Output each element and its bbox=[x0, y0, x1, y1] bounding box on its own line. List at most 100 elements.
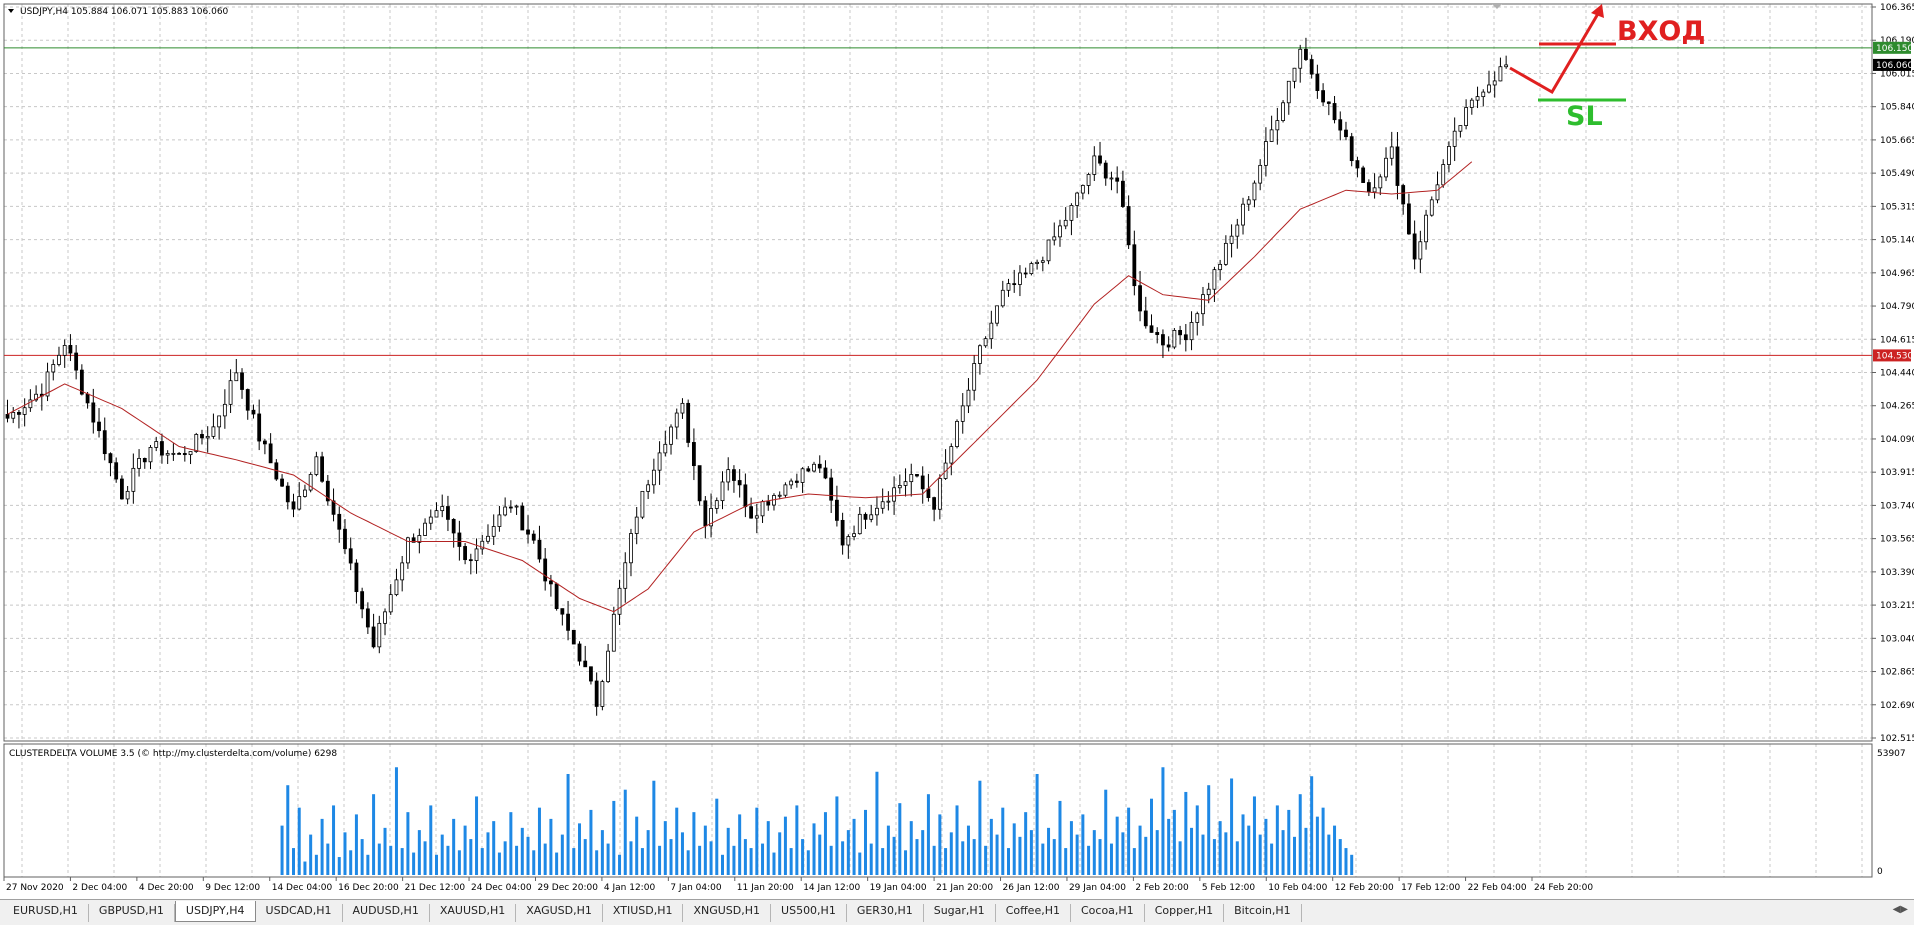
x-tick-label: 24 Dec 04:00 bbox=[471, 883, 532, 893]
candle-body bbox=[68, 344, 73, 354]
candle-body bbox=[5, 414, 10, 419]
candle-body bbox=[537, 539, 542, 560]
candle-body bbox=[1012, 283, 1017, 286]
symbol-tab[interactable]: AUDUSD,H1 bbox=[343, 903, 430, 922]
volume-bar bbox=[583, 839, 587, 875]
symbol-tab[interactable]: Sugar,H1 bbox=[924, 903, 996, 922]
candle-body bbox=[709, 508, 713, 527]
symbol-tab[interactable]: XAUUSD,H1 bbox=[430, 903, 517, 922]
candle-body bbox=[794, 480, 799, 483]
volume-bar bbox=[1218, 821, 1222, 875]
candle-body bbox=[91, 402, 96, 423]
volume-bar bbox=[881, 848, 885, 875]
volume-bar bbox=[766, 821, 770, 875]
symbol-tab[interactable]: EURUSD,H1 bbox=[3, 903, 89, 922]
symbol-tab[interactable]: XTIUSD,H1 bbox=[603, 903, 684, 922]
candle-body bbox=[1304, 48, 1308, 60]
volume-bar bbox=[875, 771, 879, 875]
level-price-label: 104.530 bbox=[1876, 351, 1913, 361]
volume-bar bbox=[1132, 848, 1136, 875]
symbol-tab[interactable]: Coffee,H1 bbox=[996, 903, 1071, 922]
y-tick-label: 104.790 bbox=[1880, 302, 1914, 312]
candle-body bbox=[1143, 310, 1148, 327]
candle-body bbox=[62, 344, 67, 356]
candle-body bbox=[749, 506, 753, 519]
symbol-tab[interactable]: USDCAD,H1 bbox=[256, 903, 343, 922]
price-labels: 106.150 104.530 106.060 bbox=[1873, 41, 1913, 362]
symbol-tab[interactable]: Copper,H1 bbox=[1145, 903, 1225, 922]
volume-bar bbox=[612, 800, 616, 875]
volume-bar bbox=[1001, 807, 1005, 875]
symbol-tab[interactable]: Cocoa,H1 bbox=[1071, 903, 1145, 922]
candle-body bbox=[1138, 285, 1142, 312]
symbol-tab[interactable]: USDJPY,H4 bbox=[174, 901, 256, 922]
candle-body bbox=[1069, 205, 1074, 221]
volume-bar bbox=[435, 854, 438, 875]
volume-bar bbox=[623, 789, 627, 875]
volume-bar bbox=[589, 809, 593, 875]
volume-bar bbox=[446, 845, 450, 875]
candle-body bbox=[22, 407, 27, 415]
chart-shift-marker-icon[interactable] bbox=[1492, 4, 1502, 9]
volume-bar bbox=[640, 848, 644, 875]
candle-body bbox=[79, 369, 84, 395]
candle-body bbox=[480, 540, 485, 550]
candle-body bbox=[714, 500, 719, 509]
chart-area[interactable]: 106.365 106.190 106.015 105.840 105.665 105.4… bbox=[0, 0, 1914, 899]
symbol-tab[interactable]: Bitcoin,H1 bbox=[1224, 903, 1302, 922]
volume-bar bbox=[1275, 805, 1279, 875]
x-tick-label: 7 Jan 04:00 bbox=[670, 883, 722, 893]
symbol-tab[interactable]: XAGUSD,H1 bbox=[516, 903, 603, 922]
symbol-tab[interactable]: GBPUSD,H1 bbox=[89, 903, 175, 922]
candle-body bbox=[171, 452, 176, 455]
entry-label: ВХОД bbox=[1617, 16, 1705, 47]
candle-body bbox=[1189, 322, 1194, 341]
volume-bar bbox=[995, 834, 999, 875]
candle-body bbox=[85, 393, 90, 404]
volume-bar bbox=[1144, 836, 1148, 875]
candle-body bbox=[1103, 162, 1108, 179]
volume-bar bbox=[383, 827, 387, 875]
volume-bar bbox=[806, 850, 810, 875]
header-collapse-icon[interactable] bbox=[8, 9, 14, 13]
volume-bar bbox=[537, 807, 541, 875]
volume-bar bbox=[858, 852, 862, 875]
y-tick-label: 104.265 bbox=[1880, 402, 1914, 412]
y-tick-label: 103.390 bbox=[1880, 568, 1914, 578]
candle-body bbox=[1161, 334, 1165, 346]
candle-body bbox=[262, 440, 267, 445]
volume-bar bbox=[921, 830, 925, 875]
moving-average-line bbox=[7, 161, 1473, 613]
candle-body bbox=[1063, 219, 1068, 227]
volume-bar bbox=[1075, 834, 1079, 875]
volume-bar bbox=[1350, 854, 1354, 875]
volume-bar bbox=[669, 839, 673, 875]
symbol-tab[interactable]: XNGUSD,H1 bbox=[683, 903, 772, 922]
volume-bar bbox=[795, 805, 799, 875]
candle-body bbox=[703, 500, 708, 527]
volume-bar bbox=[938, 814, 942, 875]
candlestick-series bbox=[5, 37, 1509, 716]
x-tick-label: 9 Dec 12:00 bbox=[205, 883, 260, 893]
volume-bar bbox=[846, 830, 850, 875]
candle-body bbox=[823, 467, 828, 479]
volume-bar bbox=[1098, 839, 1102, 875]
candle-body bbox=[428, 516, 433, 524]
candle-body bbox=[606, 650, 610, 683]
candle-body bbox=[777, 494, 782, 497]
volume-bar bbox=[1258, 834, 1262, 875]
candle-body bbox=[1166, 344, 1171, 348]
candle-body bbox=[291, 501, 296, 510]
symbol-tab[interactable]: US500,H1 bbox=[771, 903, 847, 922]
candle-body bbox=[863, 513, 868, 520]
candle-body bbox=[222, 403, 227, 417]
volume-bar bbox=[292, 848, 295, 875]
candle-body bbox=[1269, 129, 1274, 142]
candle-body bbox=[817, 463, 822, 469]
tab-scroll-arrows-icon[interactable]: ◀▶ bbox=[1892, 904, 1908, 915]
symbol-tab[interactable]: GER30,H1 bbox=[847, 903, 924, 922]
candle-body bbox=[1229, 235, 1234, 244]
y-tick-label: 103.215 bbox=[1880, 601, 1914, 611]
candle-body bbox=[549, 580, 553, 585]
candle-body bbox=[1126, 206, 1131, 246]
